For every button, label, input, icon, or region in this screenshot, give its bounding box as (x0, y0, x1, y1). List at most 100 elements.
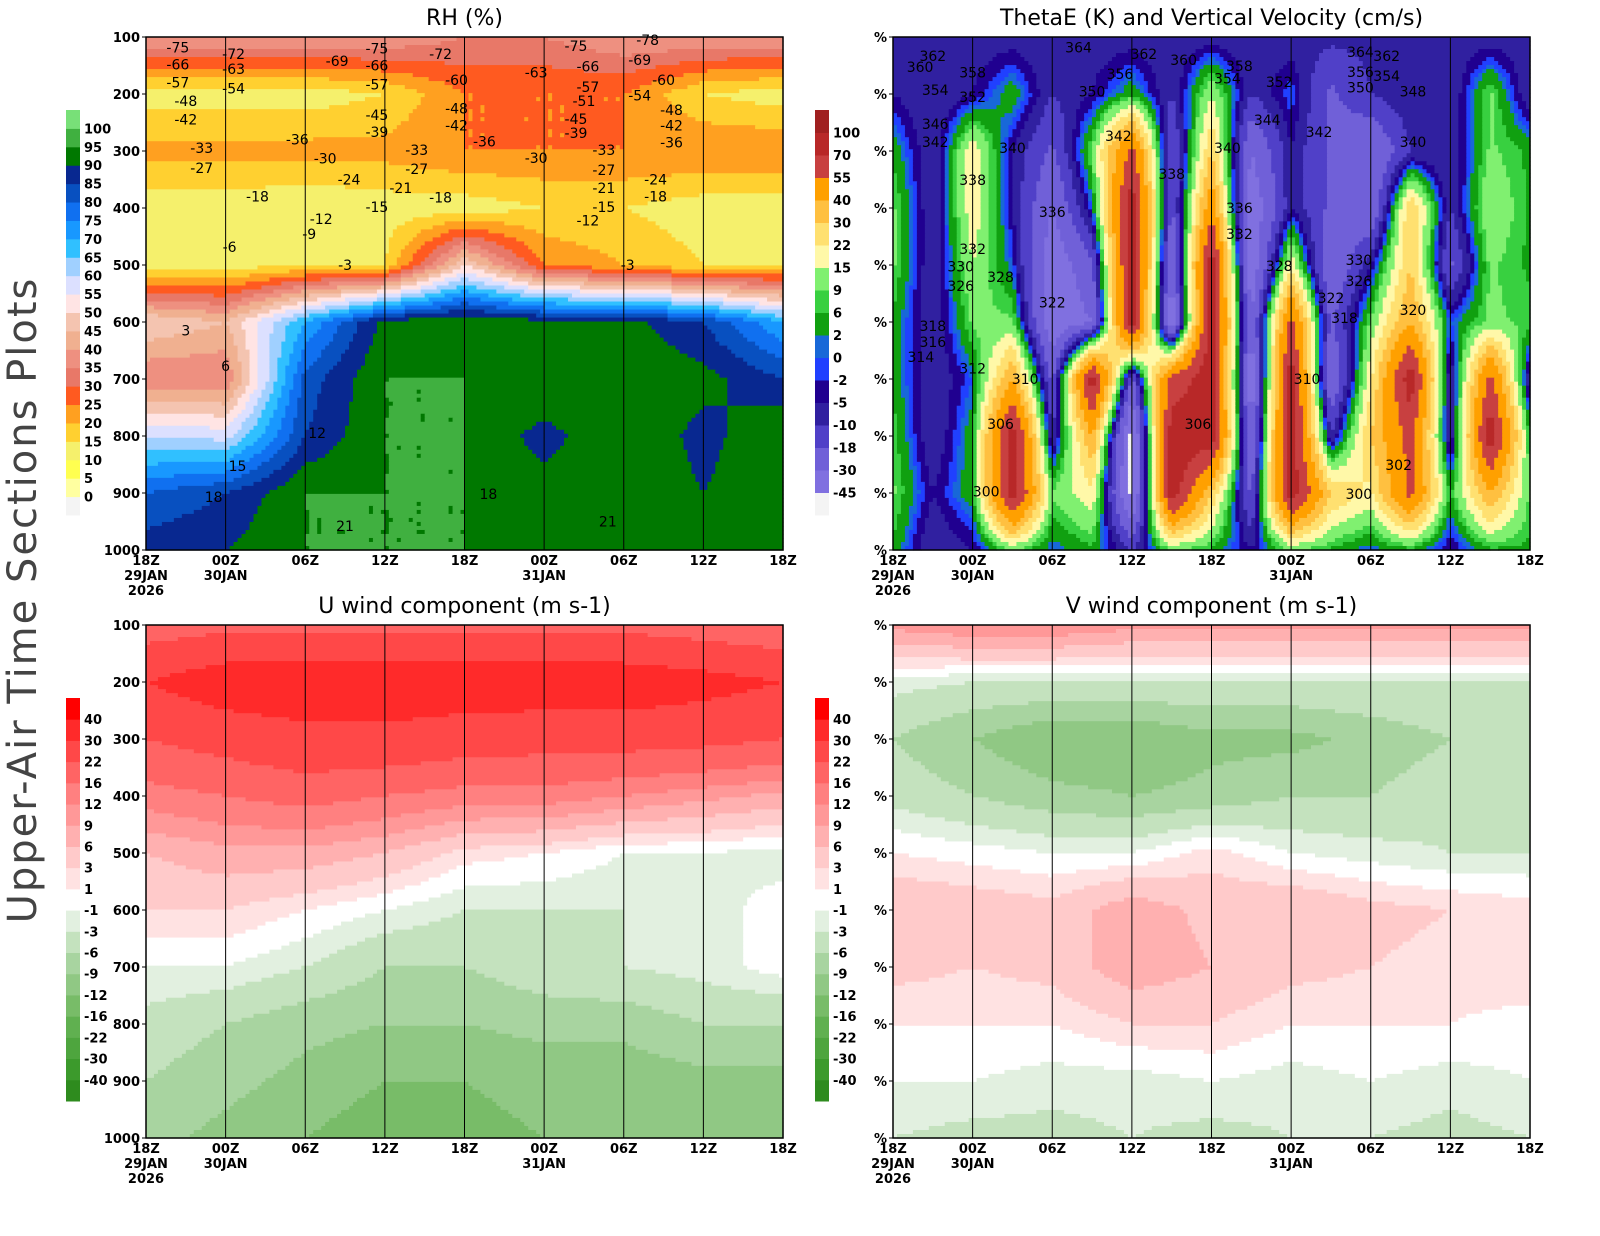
heatmap-cell (960, 141, 970, 146)
heatmap-cell (1100, 197, 1105, 202)
heatmap-cell (201, 505, 259, 511)
heatmap-cell (1096, 129, 1105, 134)
heatmap-cell (1151, 153, 1157, 158)
heatmap-cell (464, 453, 537, 459)
heatmap-cell (912, 257, 918, 263)
heatmap-cell (727, 293, 780, 299)
heatmap-cell (956, 233, 962, 238)
heatmap-cell (1139, 117, 1145, 122)
heatmap-cell (731, 97, 784, 102)
heatmap-cell (1350, 109, 1396, 114)
heatmap-cell (1466, 169, 1471, 174)
heatmap-cell (1275, 125, 1288, 130)
heatmap-cell (1159, 169, 1165, 174)
heatmap-cell (1016, 113, 1021, 118)
heatmap-cell (225, 293, 255, 299)
heatmap-cell (948, 157, 954, 162)
heatmap-cell (237, 313, 259, 319)
heatmap-cell (1092, 233, 1097, 238)
heatmap-cell (1303, 237, 1308, 242)
heatmap-cell (916, 213, 926, 218)
heatmap-cell (1482, 205, 1515, 210)
heatmap-cell (944, 121, 950, 126)
heatmap-cell (671, 233, 784, 238)
heatmap-cell (1088, 193, 1093, 198)
heatmap-cell (916, 205, 922, 210)
heatmap-cell (1104, 161, 1109, 166)
heatmap-cell (1024, 177, 1041, 182)
heatmap-cell (900, 145, 906, 150)
heatmap-cell (651, 325, 708, 331)
heatmap-cell (265, 425, 282, 431)
heatmap-cell (321, 349, 346, 355)
heatmap-cell (146, 421, 231, 427)
heatmap-cell (893, 185, 898, 190)
heatmap-cell (1064, 141, 1073, 146)
heatmap-cell (1275, 253, 1280, 259)
heatmap-cell (305, 321, 322, 327)
heatmap-cell (484, 309, 541, 315)
heatmap-cell (1076, 169, 1081, 174)
heatmap-cell (448, 505, 454, 511)
heatmap-cell (273, 321, 290, 327)
heatmap-cell (1195, 177, 1201, 182)
heatmap-cell (368, 345, 677, 351)
contour-label: -39 (365, 125, 388, 141)
heatmap-cell (524, 257, 541, 263)
heatmap-cell (940, 209, 946, 214)
heatmap-cell (233, 337, 247, 343)
heatmap-cell (1251, 165, 1256, 170)
heatmap-cell (1004, 225, 1010, 230)
heatmap-cell (1159, 197, 1165, 202)
heatmap-cell (1458, 153, 1467, 158)
heatmap-cell (1020, 213, 1033, 218)
heatmap-cell (1179, 245, 1185, 251)
heatmap-cell (667, 313, 716, 319)
heatmap-cell (309, 521, 318, 527)
heatmap-cell (1406, 129, 1459, 134)
heatmap-cell (1227, 193, 1233, 198)
heatmap-cell (404, 309, 450, 315)
heatmap-cell (956, 145, 962, 150)
heatmap-cell (1295, 241, 1300, 247)
heatmap-cell (1032, 109, 1045, 114)
heatmap-cell (349, 305, 374, 311)
heatmap-cell (1398, 181, 1404, 186)
heatmap-cell (1076, 149, 1081, 154)
heatmap-cell (1326, 177, 1384, 182)
heatmap-cell (1199, 213, 1205, 218)
heatmap-cell (388, 465, 466, 471)
heatmap-cell (1151, 177, 1157, 182)
heatmap-cell (1223, 181, 1229, 186)
heatmap-cell (1490, 117, 1495, 122)
heatmap-cell (528, 117, 549, 122)
heatmap-cell (893, 77, 978, 82)
heatmap-cell (1199, 249, 1205, 255)
heatmap-cell (1127, 81, 1133, 86)
heatmap-cell (1187, 201, 1193, 206)
heatmap-cell (1434, 209, 1440, 214)
heatmap-cell (1291, 221, 1296, 226)
heatmap-cell (1398, 237, 1404, 242)
heatmap-cell (1096, 257, 1101, 263)
heatmap-cell (1275, 73, 1300, 78)
heatmap-cell (1295, 101, 1300, 106)
heatmap-cell (968, 217, 982, 222)
heatmap-cell (321, 321, 342, 327)
heatmap-cell (285, 325, 302, 331)
heatmap-cell (1199, 153, 1205, 158)
heatmap-cell (400, 285, 422, 291)
heatmap-cell (1203, 213, 1217, 218)
heatmap-cell (1482, 193, 1511, 198)
heatmap-cell (524, 289, 581, 295)
heatmap-cell (972, 125, 978, 130)
heatmap-cell (1386, 237, 1392, 242)
heatmap-cell (1199, 257, 1205, 263)
heatmap-cell (1259, 253, 1268, 259)
heatmap-cell (345, 529, 382, 535)
heatmap-cell (623, 113, 689, 118)
heatmap-cell (1199, 141, 1209, 146)
heatmap-cell (1139, 253, 1149, 259)
heatmap-cell (896, 137, 902, 142)
heatmap-cell (233, 389, 247, 395)
